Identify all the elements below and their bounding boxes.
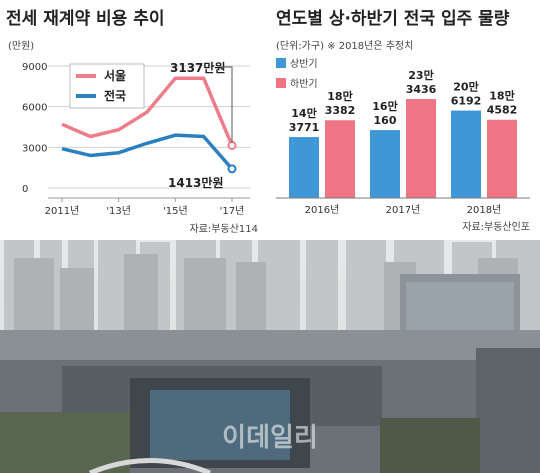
legend-label-national: 전국	[104, 88, 126, 103]
watermark: 이데일리	[222, 423, 318, 453]
legend-swatch-second-half	[276, 78, 286, 88]
bar-label-top: 16만	[372, 99, 397, 113]
bar-chart: 연도별 상·하반기 전국 입주 물량 (단위:가구) ※ 2018년은 추정치 …	[276, 9, 530, 233]
annotation-seoul-label: 3137만원	[170, 60, 225, 75]
legend-swatch-first-half	[276, 58, 286, 68]
bar-label-bottom: 4582	[487, 104, 518, 117]
bar-label-top: 18만	[327, 89, 352, 103]
line-chart-ylabel: (만원)	[8, 40, 34, 52]
x-tick-label: '13년	[106, 205, 131, 217]
bar-label-top: 14만	[291, 106, 316, 120]
y-tick-label: 6000	[22, 103, 47, 114]
bar-2017년-상반기	[370, 130, 400, 198]
legend-box	[69, 63, 145, 109]
line-chart-x-ticks: 2011년 '13년 '15년 '17년	[45, 197, 250, 217]
bar-2016년-상반기	[289, 137, 319, 198]
legend-label-second-half: 하반기	[290, 77, 318, 90]
annotation-national: 1413만원	[168, 175, 223, 190]
bar-chart-subtitle: (단위:가구) ※ 2018년은 추정치	[276, 39, 413, 52]
line-chart-y-ticks: 0 3000 6000 9000	[22, 62, 47, 195]
bar-chart-title: 연도별 상·하반기 전국 입주 물량	[276, 9, 510, 29]
bar-label-top: 20만	[453, 80, 478, 94]
x-tick-label: '17년	[220, 205, 245, 217]
bar-chart-x-ticks: 2016년 2017년 2018년	[305, 204, 502, 216]
annotation-seoul: 3137만원	[170, 60, 233, 143]
y-tick-label: 0	[22, 184, 28, 195]
x-tick-label: '15년	[163, 205, 188, 217]
bar-label-top: 23만	[408, 68, 433, 82]
bar-label-bottom: 160	[374, 114, 397, 127]
chart-panel	[0, 0, 540, 240]
series-line-seoul	[61, 76, 234, 147]
bar-label-bottom: 3436	[406, 83, 437, 96]
x-tick-label: 2017년	[386, 204, 421, 216]
x-tick-label: 2018년	[467, 204, 502, 216]
y-tick-label: 9000	[22, 62, 47, 73]
bar-label-bottom: 3382	[325, 104, 356, 117]
bar-2018년-상반기	[451, 110, 481, 198]
annotation-national-label: 1413만원	[168, 175, 223, 190]
annotation-seoul-leader	[222, 66, 233, 143]
bar-label-bottom: 3771	[289, 121, 320, 134]
line-chart-legend: 서울 전국	[69, 63, 145, 109]
bar-2017년-하반기	[406, 99, 436, 198]
line-chart: 전세 재계약 비용 추이 (만원) 0 3000 6000 9000 2011년 '13…	[6, 8, 258, 235]
x-tick-label: 2011년	[45, 205, 80, 217]
bar-label-top: 18만	[489, 89, 514, 103]
line-chart-title: 전세 재계약 비용 추이	[6, 8, 165, 29]
series-line-national	[61, 133, 234, 170]
y-tick-label: 3000	[22, 143, 47, 154]
legend-label-seoul: 서울	[104, 68, 126, 83]
bar-2018년-하반기	[487, 119, 517, 198]
bar-chart-source: 자료:부동산인포	[462, 221, 530, 233]
line-chart-source: 자료:부동산114	[190, 223, 258, 235]
series-end-point	[227, 140, 237, 150]
x-tick-label: 2016년	[305, 204, 340, 216]
legend-label-first-half: 상반기	[290, 58, 318, 70]
bar-chart-legend: 상반기 하반기	[276, 58, 318, 90]
series-end-point	[227, 164, 237, 174]
bar-2016년-하반기	[325, 120, 355, 198]
bar-label-bottom: 6192	[451, 95, 482, 108]
